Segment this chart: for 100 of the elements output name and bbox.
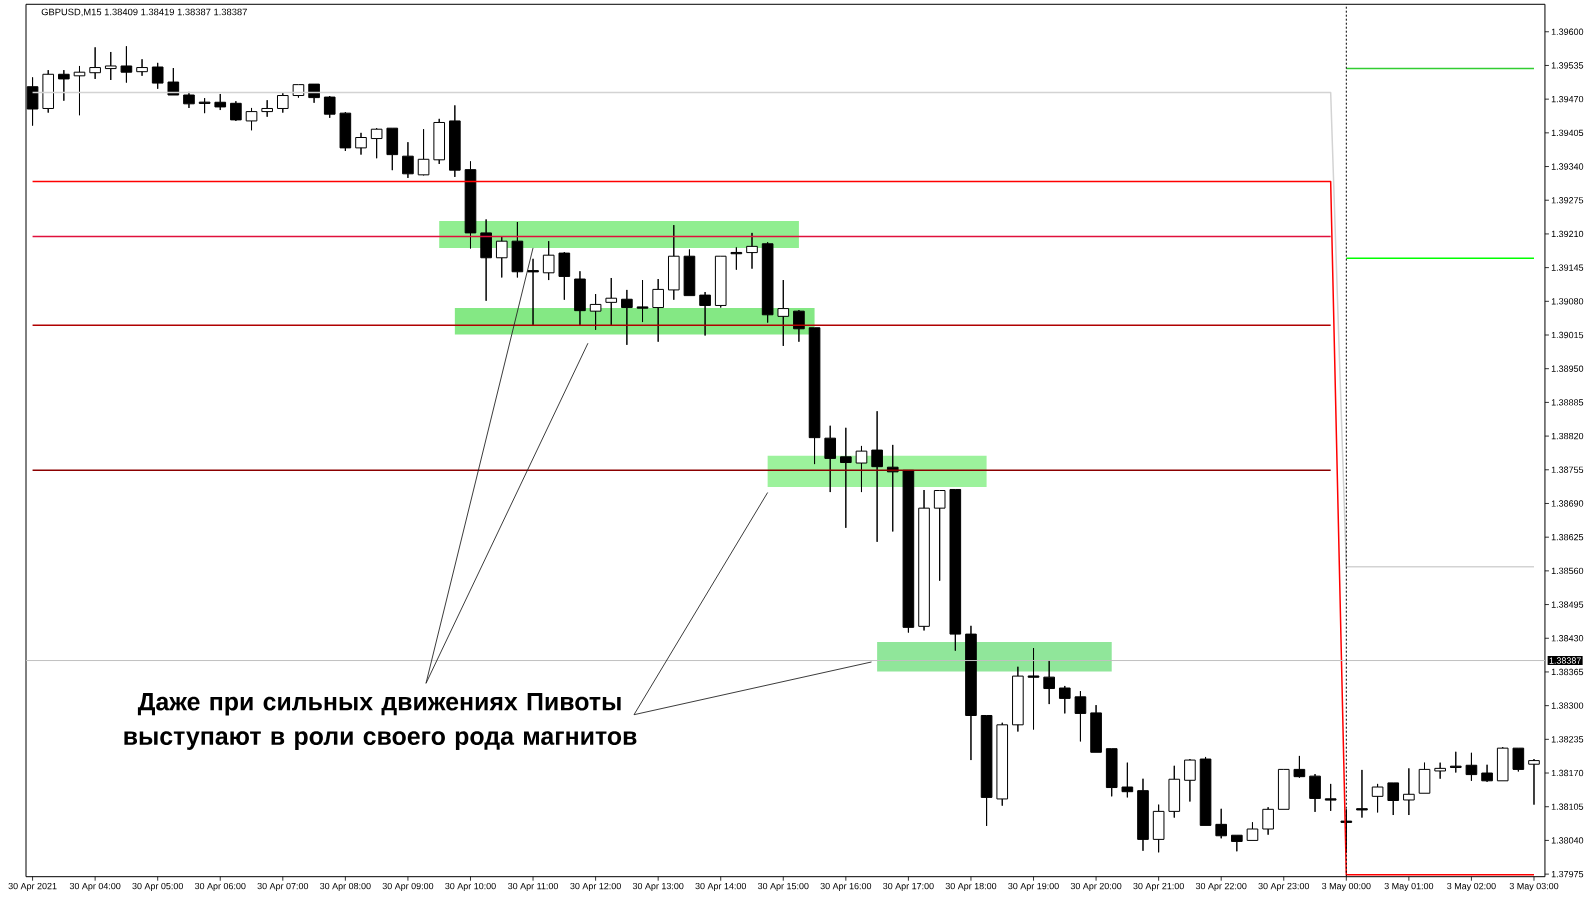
- candlestick: [621, 289, 633, 346]
- y-tick-label: 1.39470: [1551, 95, 1584, 103]
- candlestick: [230, 100, 242, 122]
- candlestick: [292, 84, 305, 99]
- candlestick: [417, 128, 430, 176]
- candlestick: [1231, 834, 1243, 852]
- candlestick: [198, 97, 211, 114]
- y-tick-label: 1.38820: [1551, 432, 1584, 440]
- x-tick-label: 30 Apr 23:00: [1258, 882, 1310, 892]
- candlestick: [151, 62, 164, 90]
- candlestick: [42, 69, 55, 114]
- candlestick: [1215, 808, 1228, 839]
- candlestick: [902, 469, 915, 634]
- candlestick: [1074, 690, 1087, 742]
- candlestick: [73, 65, 86, 116]
- candlestick: [840, 427, 852, 529]
- candlestick: [120, 45, 133, 84]
- candlestick: [245, 107, 258, 131]
- candlestick: [652, 278, 664, 343]
- candlestick: [871, 410, 883, 543]
- candlestick: [323, 95, 336, 119]
- candlestick: [1465, 752, 1478, 782]
- candlestick: [1449, 751, 1462, 774]
- candlestick: [1262, 806, 1274, 836]
- x-tick-label: 30 Apr 16:00: [820, 882, 872, 892]
- candlestick: [1246, 821, 1259, 841]
- x-tick-label: 3 May 03:00: [1509, 882, 1559, 892]
- candlestick: [386, 127, 399, 171]
- candlestick: [699, 291, 711, 337]
- candlestick: [480, 218, 492, 302]
- x-tick-label: 30 Apr 10:00: [445, 882, 496, 892]
- candlestick: [1481, 764, 1493, 783]
- candlestick: [1496, 746, 1509, 782]
- candlestick: [1512, 747, 1525, 772]
- candlestick: [683, 248, 696, 297]
- x-tick-label: 30 Apr 22:00: [1195, 882, 1247, 892]
- x-tick-label: 30 Apr 04:00: [69, 882, 121, 892]
- y-tick-label: 1.38235: [1551, 736, 1584, 743]
- candlestick: [1293, 755, 1306, 779]
- candlestick: [1434, 762, 1446, 780]
- x-tick-label: 30 Apr 13:00: [632, 882, 684, 892]
- candlestick: [1137, 778, 1149, 852]
- candlestick: [855, 445, 868, 493]
- candlestick: [495, 236, 508, 278]
- candlestick: [1121, 762, 1134, 798]
- candlestick: [589, 293, 602, 331]
- x-tick-label: 3 May 00:00: [1321, 882, 1371, 892]
- x-tick-label: 30 Apr 2021: [8, 882, 57, 892]
- candlestick: [1184, 758, 1196, 803]
- y-tick-label: 1.39275: [1551, 197, 1584, 204]
- candlestick: [1371, 783, 1384, 813]
- candlestick: [1418, 762, 1431, 794]
- candlestick: [667, 224, 680, 301]
- y-tick-label: 1.39535: [1551, 62, 1584, 69]
- candlestick: [449, 104, 461, 178]
- y-tick-label: 1.38560: [1551, 567, 1584, 575]
- candlestick: [1403, 767, 1415, 816]
- y-tick-label: 1.39600: [1551, 28, 1584, 35]
- candlestick: [1027, 647, 1040, 730]
- candlestick: [542, 240, 555, 281]
- candlestick: [1105, 748, 1118, 797]
- candlestick: [276, 92, 289, 114]
- x-tick-label: 30 Apr 08:00: [320, 882, 371, 892]
- y-tick-label: 1.38495: [1551, 601, 1584, 608]
- candlestick: [1012, 666, 1024, 733]
- y-tick-label: 1.39015: [1551, 331, 1584, 339]
- y-tick-label: 1.39080: [1551, 298, 1584, 305]
- x-tick-label: 30 Apr 11:00: [508, 882, 559, 892]
- candlestick: [965, 625, 977, 761]
- candlestick: [527, 258, 539, 326]
- candlestick: [1152, 804, 1165, 853]
- candlestick: [996, 722, 1009, 807]
- y-tick-label: 1.38170: [1551, 769, 1584, 777]
- candlestick: [1090, 704, 1102, 753]
- y-tick-label: 1.39145: [1551, 264, 1584, 271]
- y-tick-label: 1.38105: [1551, 803, 1584, 810]
- x-tick-label: 3 May 02:00: [1447, 882, 1496, 892]
- y-tick-label: 1.38300: [1551, 702, 1584, 709]
- candlestick: [402, 141, 414, 179]
- candlestick: [636, 279, 649, 323]
- y-tick-label: 1.38625: [1551, 533, 1584, 541]
- candlestick: [355, 132, 367, 156]
- candlestick: [214, 93, 227, 111]
- candlestick: [308, 83, 320, 104]
- candlestick: [1528, 758, 1540, 806]
- y-tick-label: 1.37975: [1551, 870, 1584, 878]
- y-tick-label: 1.38950: [1551, 365, 1584, 372]
- candlestick: [433, 118, 446, 165]
- candlestick: [886, 444, 899, 532]
- candlestick: [136, 58, 148, 77]
- candlestick: [89, 46, 101, 80]
- candlestick: [730, 246, 743, 271]
- y-tick-label: 1.38755: [1551, 466, 1584, 473]
- candlestick: [1309, 773, 1321, 813]
- candlestick: [777, 279, 790, 347]
- candlestick: [167, 67, 180, 96]
- candlestick: [824, 425, 837, 493]
- candlestick: [574, 270, 586, 327]
- y-tick-label: 1.39210: [1551, 230, 1584, 238]
- candlestick: [714, 255, 727, 309]
